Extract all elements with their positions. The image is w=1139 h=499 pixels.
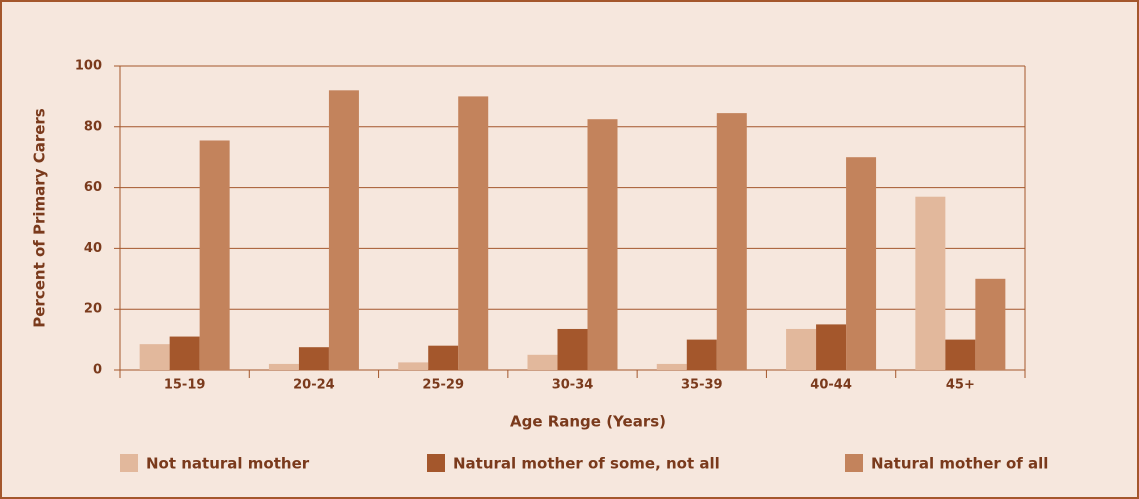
bar [686,339,717,370]
x-tick-label: 45+ [946,378,975,393]
bar [458,96,489,371]
x-tick-label: 20-24 [293,378,335,393]
y-tick-label: 100 [75,59,102,74]
y-tick-label: 20 [84,302,102,317]
bar [398,362,429,370]
bar [587,119,618,370]
bar [169,336,200,370]
legend-label: Natural mother of all [871,455,1048,473]
legend-label: Not natural mother [146,455,310,473]
x-tick-label: 40-44 [810,378,852,393]
bar [557,328,588,370]
bar [527,354,558,370]
x-tick-label: 35-39 [681,378,723,393]
bar [656,363,687,370]
bar [268,363,299,370]
x-axis-title: Age Range (Years) [510,413,666,431]
bar [716,113,747,371]
x-tick-label: 25-29 [422,378,464,393]
legend-swatch [120,454,138,472]
bar [298,347,329,370]
y-tick-label: 60 [84,180,102,195]
bar [915,196,946,370]
bar [846,157,877,370]
y-tick-label: 80 [84,119,102,134]
bar [428,345,459,370]
y-tick-label: 40 [84,241,102,256]
x-tick-label: 30-34 [552,378,594,393]
y-tick-label: 0 [93,363,102,378]
bar [975,278,1006,370]
legend-swatch [845,454,863,472]
legend-swatch [427,454,445,472]
legend-label: Natural mother of some, not all [453,455,720,473]
y-axis-title: Percent of Primary Carers [31,108,49,328]
bar [199,140,230,370]
bar [945,339,976,370]
bar [139,344,170,370]
x-tick-label: 15-19 [164,378,206,393]
bar [786,328,817,370]
bar [328,90,359,370]
bar [816,324,847,370]
